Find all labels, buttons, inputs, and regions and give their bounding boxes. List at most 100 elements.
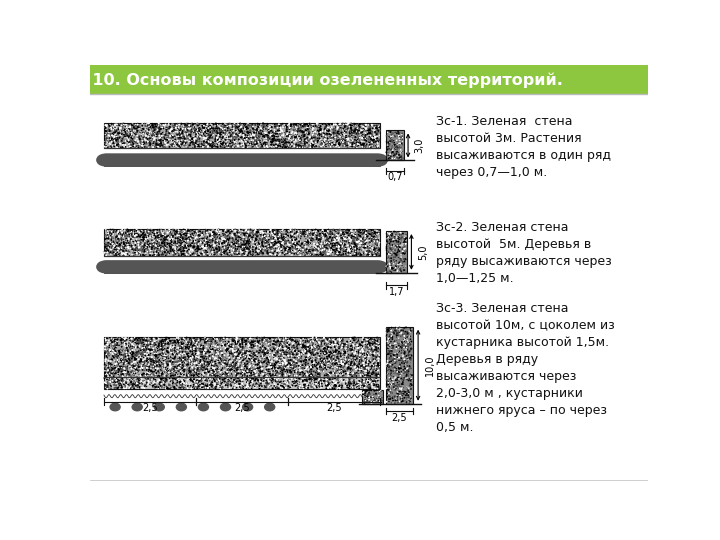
Point [242,127,253,136]
Point [348,384,359,393]
Point [357,129,369,138]
Point [138,350,149,359]
Point [176,353,188,362]
Point [199,134,210,143]
Point [269,124,281,132]
Point [165,362,176,370]
Point [247,251,258,260]
Circle shape [332,153,349,166]
Point [274,239,286,247]
Point [388,383,400,391]
Point [335,237,346,245]
Point [236,337,248,346]
Point [259,343,271,352]
Point [232,244,243,253]
Point [371,374,382,383]
Point [352,353,364,362]
Point [171,140,182,149]
Point [279,137,291,146]
Point [156,370,167,379]
Circle shape [153,260,171,273]
Point [337,357,348,366]
Point [189,143,200,151]
Point [109,384,120,393]
Point [328,246,339,255]
Point [242,139,253,147]
Point [251,139,263,147]
Point [164,129,176,138]
Point [129,361,140,370]
Point [127,359,138,368]
Point [362,248,374,256]
Point [289,354,301,363]
Point [384,240,396,249]
Point [174,374,185,383]
Point [261,363,272,372]
Point [129,123,140,131]
Point [200,126,212,134]
Point [308,368,320,376]
Point [339,340,351,348]
Point [116,248,127,256]
Point [384,242,396,251]
Point [373,344,384,353]
Point [254,123,266,132]
Point [387,355,398,364]
Point [210,233,222,241]
Point [356,131,368,140]
Point [174,127,185,136]
Point [227,138,238,147]
Point [158,247,170,255]
Point [182,123,194,131]
Point [241,133,253,142]
Point [250,361,261,369]
Point [117,355,129,364]
Point [244,352,256,361]
Point [400,388,412,396]
Point [138,336,149,345]
Point [278,339,289,348]
Point [197,237,209,246]
Point [285,122,297,131]
Point [318,367,329,375]
Point [103,130,114,139]
Point [336,129,347,137]
Point [107,340,118,348]
Point [248,235,259,244]
Point [336,139,347,148]
Point [120,382,132,390]
Point [212,237,223,246]
Point [402,355,414,364]
Circle shape [321,260,338,273]
Point [314,380,325,389]
Point [181,353,193,362]
Point [385,262,397,271]
Point [208,249,220,258]
Point [116,376,127,385]
Point [256,129,267,138]
Point [154,248,166,257]
Point [367,244,379,252]
Point [238,232,249,241]
Point [112,133,123,142]
Point [313,136,325,145]
Point [257,362,269,370]
Point [221,237,233,246]
Point [164,132,176,140]
Point [405,327,417,336]
Point [230,244,242,253]
Point [290,245,302,253]
Point [137,337,148,346]
Point [215,238,226,246]
Point [274,139,286,148]
Point [168,353,180,362]
Point [331,136,343,144]
Point [269,129,281,137]
Point [357,249,369,258]
Point [275,352,287,361]
Point [233,336,245,345]
Point [338,251,349,259]
Point [199,360,210,368]
Point [156,226,167,234]
Point [340,367,351,376]
